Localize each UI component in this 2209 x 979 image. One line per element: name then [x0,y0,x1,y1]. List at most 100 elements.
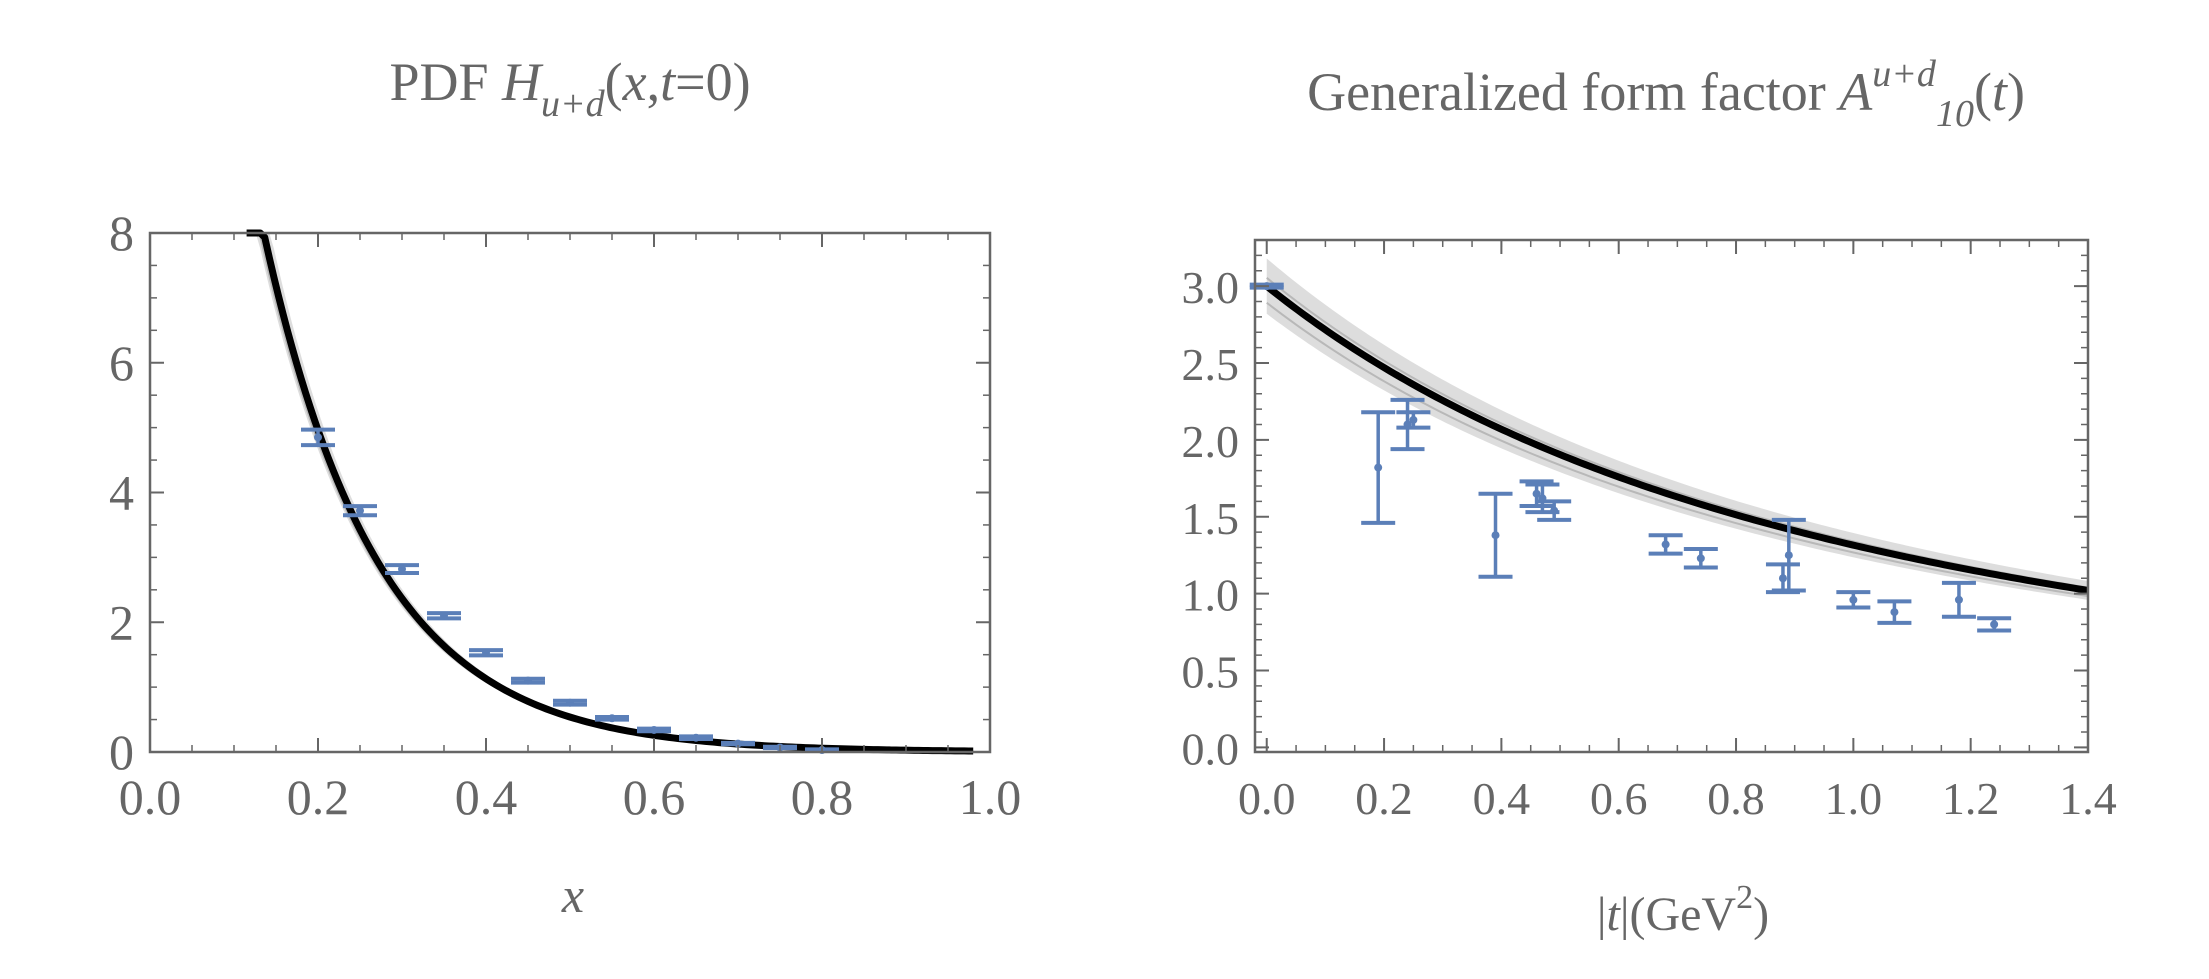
point-marker [356,506,364,515]
y-tick-label: 0 [109,724,134,780]
point-marker [1550,506,1559,515]
y-tick-label: 0.5 [1182,647,1240,698]
data-point [1396,410,1431,430]
data-point [385,563,419,575]
chart-pdf-ticks: 0.0 0.2 0.4 0.6 0.8 1.0 0 2 4 6 8 [109,205,1021,825]
data-point [1683,547,1718,570]
point-marker [608,714,616,723]
point-marker [1661,540,1670,549]
chart-pdf-data-points [301,427,839,755]
data-point [1941,580,1976,619]
point-marker [440,611,448,620]
chart-pdf-title: PDF Hu+d(x,t=0) [389,52,750,125]
x-tick-label: 0.8 [791,769,854,825]
chart-pdf-fit-curve [246,229,974,755]
x-tick-label: 0.8 [1707,773,1765,824]
data-point [553,698,587,707]
fit-band-area [1266,258,2088,600]
data-point [1361,410,1396,525]
x-tick-label: 1.0 [959,769,1022,825]
y-tick-label: 2.0 [1182,416,1240,467]
point-marker [1990,620,1999,629]
data-point [1977,616,2012,633]
chart-ff-xlabel: |t|(GeV2) [1597,879,1769,941]
x-tick-label: 0.4 [455,769,518,825]
chart-ff-fit-curve [1264,283,2089,594]
data-point [1771,517,1806,593]
chart-pdf: PDF Hu+d(x,t=0) 0.0 0.2 0.4 0.6 0.8 1.002468 … [109,52,1021,923]
y-tick-label: 3.0 [1182,262,1240,313]
chart-ff-title: Generalized form factor Au+d10(t) [1307,53,2025,135]
data-point [637,725,671,734]
data-point [343,504,377,518]
data-point [1537,499,1572,522]
x-tick-label: 1.4 [2059,773,2117,824]
fit-band-line [1266,301,2089,598]
x-tick-label: 0.0 [1238,773,1296,824]
data-point [1478,491,1513,579]
x-tick-label: 0.2 [287,769,350,825]
point-marker [1778,574,1787,583]
y-tick-label: 2 [109,594,134,650]
data-point [427,611,461,621]
fit-band-line [246,232,974,752]
fit-band-line [246,232,974,753]
data-point [679,733,713,742]
chart-ff-frame [1253,238,2090,754]
data-point [1877,599,1912,625]
fit-band-area [246,233,974,752]
data-point [595,714,629,723]
point-marker [1374,463,1383,472]
data-point [1836,590,1871,610]
y-tick-label: 6 [109,335,134,391]
data-point [301,427,335,448]
point-marker [524,676,532,685]
data-point [1390,397,1425,452]
point-marker [1849,595,1858,604]
x-tick-label: 0.0 [119,769,182,825]
point-marker [566,698,574,707]
point-marker [692,733,700,742]
point-marker [1491,531,1500,540]
point-marker [1784,551,1793,560]
point-marker [1696,554,1705,563]
point-marker [1532,489,1541,498]
point-marker [650,725,658,734]
point-marker [398,565,406,574]
fit-curve-line [246,229,974,755]
point-marker [1890,608,1899,617]
data-point [1648,533,1683,556]
y-tick-label: 1.5 [1182,493,1240,544]
x-tick-label: 1.2 [1942,773,2000,824]
data-point [721,739,755,748]
chart-pdf-xlabel: x [561,867,584,923]
point-marker [1954,595,1963,604]
x-tick-label: 0.6 [1590,773,1648,824]
y-tick-label: 8 [109,205,134,261]
point-marker [314,433,322,442]
fit-curve-line [1264,283,2089,594]
data-point [1765,562,1800,595]
chart-form-factor: Generalized form factor Au+d10(t) 0.0 0.2… [1182,53,2117,941]
chart-ff-fit-band [1266,258,2089,600]
chart-ff-ticks: 0.0 0.2 0.4 0.6 0.8 1.0 1.2 1.4 0.0 0.5 1.0 1.5 2.0 2… [1182,239,2117,824]
y-tick-label: 1.0 [1182,570,1240,621]
point-marker [482,648,490,657]
x-tick-label: 0.2 [1355,773,1413,824]
fit-band-line [1266,277,2089,589]
point-marker [734,739,742,748]
x-tick-label: 1.0 [1825,773,1883,824]
chart-pdf-fit-band [246,232,974,753]
data-point [1519,479,1554,508]
y-tick-label: 2.5 [1182,339,1240,390]
y-tick-label: 4 [109,465,134,521]
chart-ff-data-points [1249,282,2012,633]
point-marker [1409,415,1418,424]
data-point [469,648,503,658]
y-tick-label: 0.0 [1182,723,1240,774]
x-tick-label: 0.4 [1473,773,1531,824]
data-point [511,676,545,685]
x-tick-label: 0.6 [623,769,686,825]
